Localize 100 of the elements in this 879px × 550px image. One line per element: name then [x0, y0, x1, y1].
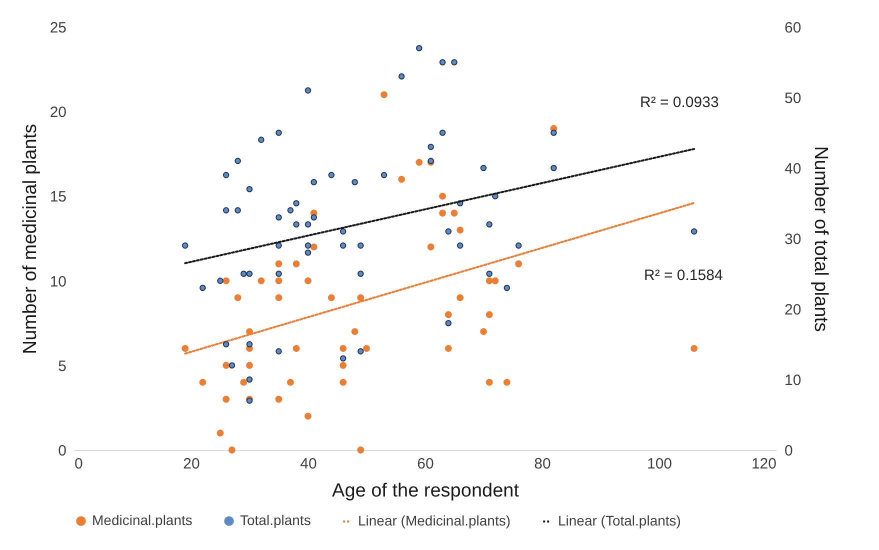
point [439, 59, 446, 66]
point [234, 294, 242, 302]
y-tick-label: 0 [58, 442, 66, 460]
point [304, 221, 312, 228]
point [276, 130, 282, 136]
point [275, 396, 282, 403]
y2-tick-label: 0 [784, 442, 793, 460]
point [228, 446, 236, 454]
point [276, 348, 282, 354]
point [310, 244, 318, 250]
point [199, 378, 206, 386]
point [340, 355, 346, 362]
point [240, 378, 248, 386]
legend-label: Linear (Medicinal.plants) [358, 512, 511, 528]
point [200, 284, 206, 291]
point [310, 214, 317, 220]
x-tick-label: 60 [417, 456, 434, 472]
annotation: R² = 0.1584 [644, 267, 723, 284]
point [358, 348, 364, 354]
x-tick-label: 80 [534, 456, 551, 472]
point [456, 242, 464, 249]
point [304, 242, 312, 249]
point [340, 378, 347, 386]
point [444, 311, 452, 318]
annotation: R² = 0.0933 [640, 94, 719, 111]
y2-tick-label: 10 [784, 372, 802, 389]
point [217, 278, 224, 284]
point [416, 158, 423, 166]
point [515, 242, 522, 249]
y-tick-label: 5 [58, 358, 66, 375]
legend-label: Medicinal.plants [92, 512, 192, 528]
point [258, 136, 264, 143]
x-tick-label: 20 [183, 456, 200, 472]
y-tick-label: 10 [50, 273, 66, 290]
y2-tick-label: 20 [784, 302, 802, 318]
point [275, 260, 282, 268]
point [380, 91, 388, 98]
point [310, 178, 317, 186]
point [439, 130, 446, 136]
point [222, 362, 230, 369]
point [550, 130, 557, 136]
point [690, 345, 698, 352]
point [398, 73, 405, 80]
point [416, 45, 422, 52]
point [182, 242, 188, 249]
point [222, 396, 230, 403]
x-tick-label: 0 [74, 456, 83, 472]
point [340, 228, 346, 235]
point [486, 221, 492, 228]
point [445, 320, 452, 326]
point [358, 242, 364, 249]
point [234, 207, 241, 214]
point [328, 172, 335, 178]
point [328, 294, 335, 302]
legend-label: Linear (Total.plants) [558, 512, 681, 528]
x-tick-label: 40 [300, 456, 317, 472]
x-tick-label: 100 [646, 456, 672, 472]
point [246, 186, 253, 192]
point [451, 59, 458, 66]
point [222, 277, 230, 284]
point [246, 362, 253, 369]
point [182, 345, 189, 352]
point [304, 412, 312, 420]
point [304, 277, 312, 284]
y2-tick-label: 40 [784, 160, 802, 178]
y-tick-label: 25 [50, 20, 66, 36]
point [690, 228, 698, 235]
point [216, 430, 224, 437]
point [480, 328, 487, 336]
x-tick-label: 120 [751, 456, 776, 472]
point [439, 210, 446, 217]
x-axis-title: Age of the respondent [332, 480, 520, 502]
point [445, 228, 452, 235]
point [515, 260, 522, 268]
point [492, 277, 499, 284]
point [258, 277, 265, 284]
point [352, 178, 358, 186]
point [456, 294, 464, 302]
point [486, 277, 493, 284]
point [304, 249, 312, 256]
point [351, 328, 358, 336]
point [222, 172, 230, 178]
point [486, 311, 493, 318]
point [357, 294, 364, 302]
point [363, 345, 370, 352]
point [246, 341, 253, 348]
point [222, 341, 230, 348]
point [240, 270, 247, 277]
point [340, 345, 347, 352]
point [340, 362, 347, 369]
point [450, 210, 458, 217]
point [550, 164, 557, 172]
y2-axis-title: Number of total plants [810, 146, 832, 332]
point [276, 270, 282, 277]
point [275, 277, 282, 284]
point [439, 192, 446, 200]
point [503, 378, 510, 386]
point [398, 176, 406, 183]
point [293, 221, 300, 228]
point [357, 446, 364, 454]
